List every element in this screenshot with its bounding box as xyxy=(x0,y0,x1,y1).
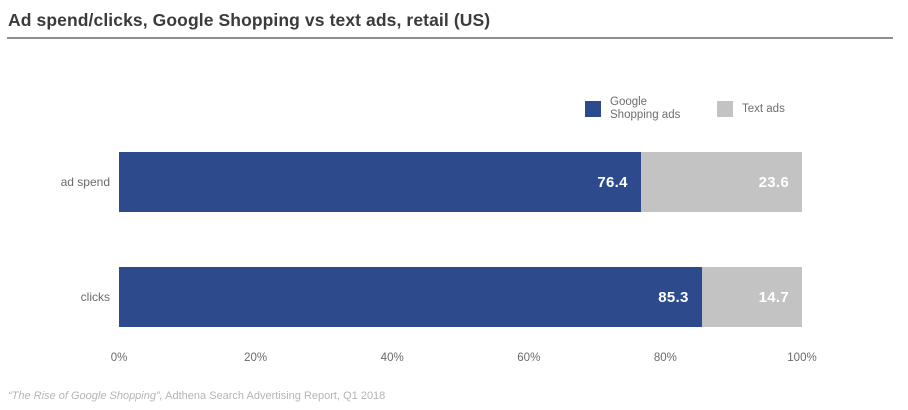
legend-swatch-text-ads xyxy=(717,101,733,117)
bar-ad-spend: 76.4 23.6 xyxy=(119,152,802,212)
category-label-clicks: clicks xyxy=(80,290,110,304)
value-label-clicks-text-ads: 14.7 xyxy=(758,288,789,306)
x-tick-60: 60% xyxy=(517,352,541,364)
value-label-clicks-google-shopping-ads: 85.3 xyxy=(658,288,689,306)
value-label-ad-spend-google-shopping-ads: 76.4 xyxy=(597,173,628,191)
bar-clicks: 85.3 14.7 xyxy=(119,267,802,327)
legend-item-text-ads: Text ads xyxy=(717,101,785,117)
legend-label-text-ads: Text ads xyxy=(742,102,785,115)
x-axis: 0% 20% 40% 60% 80% 100% xyxy=(0,352,908,368)
source-publisher: Adthena Search Advertising Report, Q1 20… xyxy=(162,390,386,402)
bar-segment-clicks-google-shopping-ads: 85.3 xyxy=(119,267,702,327)
bar-segment-ad-spend-text-ads: 23.6 xyxy=(640,152,802,212)
x-tick-0: 0% xyxy=(110,352,128,364)
x-tick-100: 100% xyxy=(787,352,817,364)
title-underline xyxy=(7,37,893,39)
source-report-title: “The Rise of Google Shopping”, xyxy=(8,390,163,402)
chart-title: Ad spend/clicks, Google Shopping vs text… xyxy=(8,10,491,30)
x-tick-80: 80% xyxy=(653,352,677,364)
legend-swatch-google-shopping-ads xyxy=(585,101,601,117)
x-tick-20: 20% xyxy=(244,352,268,364)
legend-label-google-shopping-ads: Google Shopping ads xyxy=(610,96,681,121)
category-label-ad-spend: ad spend xyxy=(60,175,110,189)
bar-segment-clicks-text-ads: 14.7 xyxy=(701,267,802,327)
x-tick-40: 40% xyxy=(380,352,404,364)
bar-segment-ad-spend-google-shopping-ads: 76.4 xyxy=(119,152,641,212)
chart-legend: Google Shopping ads Text ads xyxy=(585,96,785,122)
source-citation: “The Rise of Google Shopping”, Adthena S… xyxy=(8,390,385,402)
legend-item-google-shopping-ads: Google Shopping ads xyxy=(585,96,698,122)
value-label-ad-spend-text-ads: 23.6 xyxy=(758,173,789,191)
